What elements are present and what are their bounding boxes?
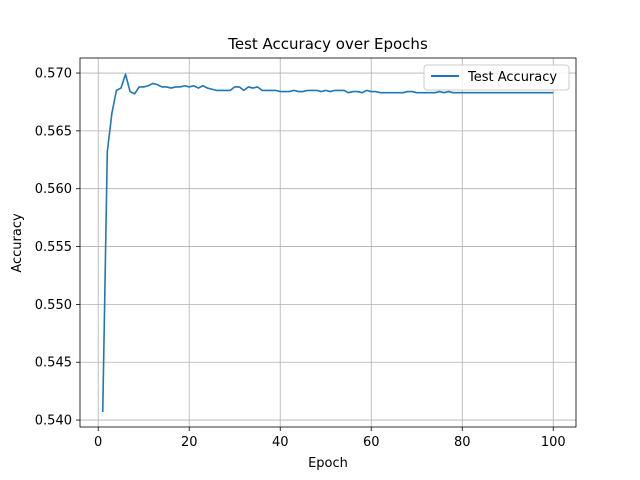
y-tick-label: 0.550 — [35, 298, 72, 313]
y-axis: 0.540 0.545 0.550 0.555 0.560 0.565 0.570 — [35, 67, 80, 429]
y-tick-label: 0.565 — [35, 124, 72, 139]
x-tick-label: 60 — [363, 435, 380, 450]
y-tick-label: 0.555 — [35, 240, 72, 255]
x-axis-title: Epoch — [308, 456, 348, 471]
x-tick-label: 100 — [541, 435, 566, 450]
y-tick-label: 0.570 — [35, 67, 72, 82]
legend: Test Accuracy — [423, 64, 570, 91]
x-tick-label: 80 — [454, 435, 471, 450]
legend-label: Test Accuracy — [467, 70, 557, 85]
y-tick-label: 0.545 — [35, 356, 72, 371]
grid — [80, 58, 576, 427]
y-axis-title: Accuracy — [10, 213, 25, 273]
series-line-test-accuracy — [101, 73, 554, 412]
plot-area-frame — [79, 57, 577, 428]
x-tick-label: 20 — [181, 435, 198, 450]
y-tick-label: 0.540 — [35, 414, 72, 429]
x-tick-label: 0 — [94, 435, 102, 450]
legend-box — [423, 64, 570, 91]
chart-title: Test Accuracy over Epochs — [227, 35, 428, 53]
series-layer — [101, 73, 554, 412]
x-axis: 0 20 40 60 80 100 — [94, 427, 566, 450]
y-tick-label: 0.560 — [35, 182, 72, 197]
x-tick-label: 40 — [272, 435, 289, 450]
